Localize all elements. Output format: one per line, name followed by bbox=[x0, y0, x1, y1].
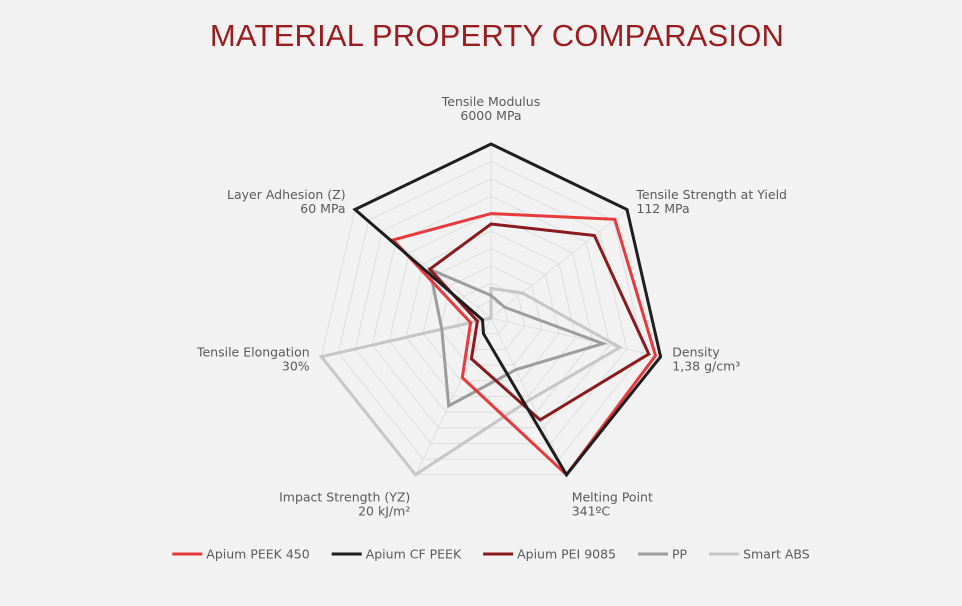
axis-label-max: 112 MPa bbox=[636, 201, 689, 216]
grid-ring bbox=[439, 265, 543, 366]
axis-label-name: Tensile Elongation bbox=[196, 344, 310, 359]
axis-label-max: 1,38 g/cm³ bbox=[672, 358, 740, 373]
axis-label-name: Tensile Modulus bbox=[441, 94, 540, 109]
legend-label-apium-cf-peek: Apium CF PEEK bbox=[366, 547, 462, 562]
grid-spoke bbox=[490, 209, 628, 319]
legend-label-apium-peek-450: Apium PEEK 450 bbox=[206, 547, 309, 562]
grid-spoke bbox=[490, 317, 567, 476]
chart-title: MATERIAL PROPERTY COMPARASION bbox=[209, 18, 785, 53]
grid-ring bbox=[405, 230, 577, 397]
axis-label-name: Density bbox=[672, 344, 720, 359]
axis-label-name: Impact Strength (YZ) bbox=[279, 490, 410, 505]
axis-label-max: 341ºC bbox=[572, 504, 611, 519]
legend-label-smart-abs: Smart ABS bbox=[743, 547, 810, 562]
series-line-apium-cf-peek bbox=[352, 142, 663, 478]
legend-label-apium-pei-9085: Apium PEI 9085 bbox=[517, 547, 616, 562]
legend-label-pp: PP bbox=[672, 547, 688, 562]
grid-spoke bbox=[415, 317, 492, 476]
grid-ring bbox=[473, 300, 509, 335]
axis-label-max: 30% bbox=[282, 358, 310, 373]
grid-ring bbox=[388, 213, 594, 413]
grid-spoke bbox=[490, 317, 661, 358]
axis-label-name: Tensile Strength at Yield bbox=[635, 187, 787, 202]
series-line-apium-pei-9085 bbox=[427, 222, 651, 422]
grid-ring bbox=[354, 178, 628, 444]
axis-label-name: Melting Point bbox=[572, 490, 653, 505]
axis-label-name: Layer Adhesion (Z) bbox=[227, 187, 346, 202]
axis-label-max: 20 kJ/m² bbox=[358, 504, 410, 519]
axis-label-max: 60 MPa bbox=[300, 201, 345, 216]
grid-ring bbox=[371, 195, 611, 429]
axis-label-max: 6000 MPa bbox=[460, 108, 521, 123]
series-line-smart-abs bbox=[318, 286, 623, 477]
grid-ring bbox=[337, 160, 645, 460]
